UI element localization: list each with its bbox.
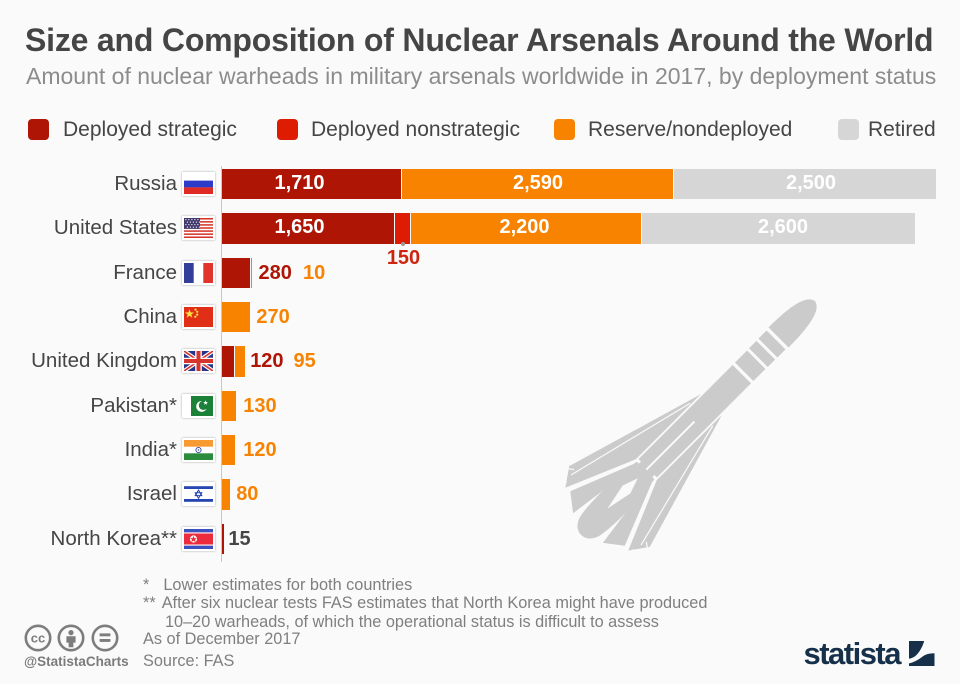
svg-text:cc: cc — [31, 631, 45, 646]
